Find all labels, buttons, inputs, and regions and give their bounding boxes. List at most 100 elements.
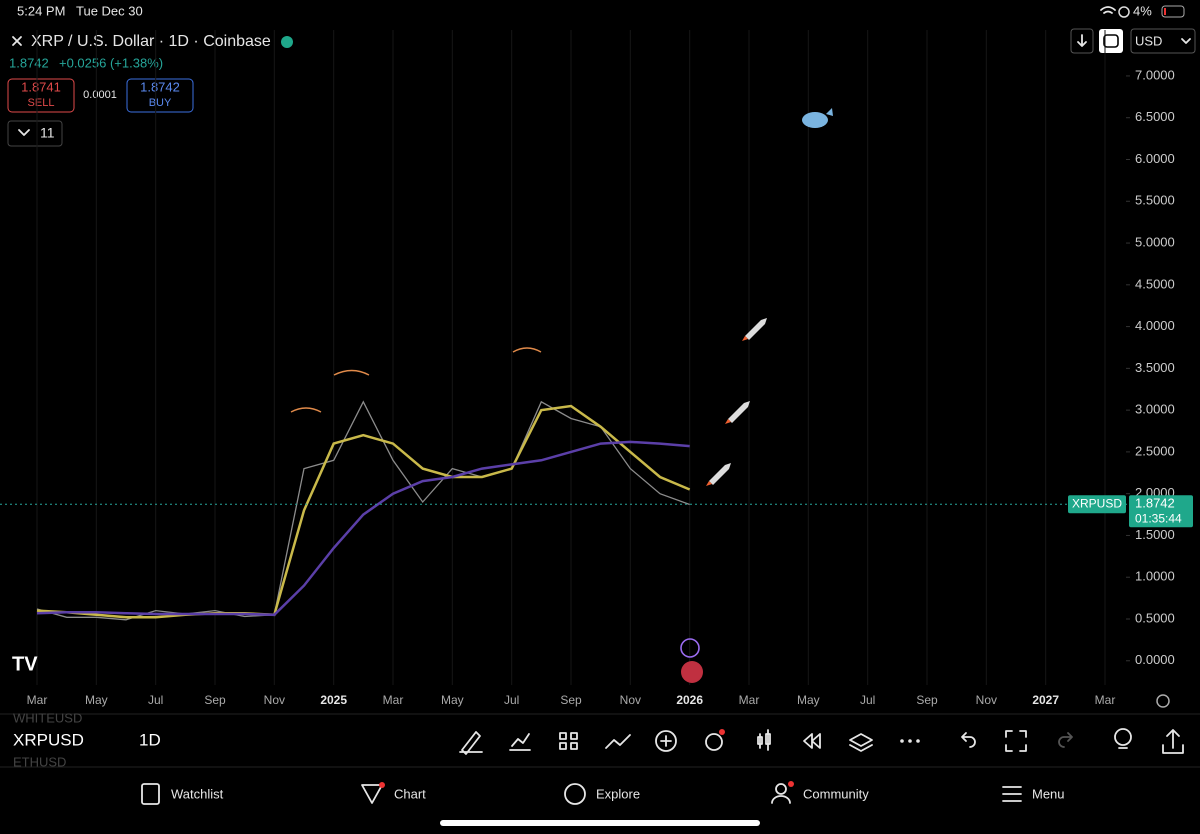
rocket-sticker (742, 318, 767, 341)
economic-event-icon[interactable] (681, 661, 703, 683)
x-tick-label: May (441, 693, 464, 707)
templates-icon[interactable] (559, 732, 578, 750)
x-tick-label: May (85, 693, 108, 707)
community-icon (771, 795, 791, 804)
y-tick-label: 0.5000 (1135, 610, 1175, 625)
battery-level: 4% (1133, 3, 1152, 18)
x-tick-label: Mar (27, 693, 48, 707)
explore-icon[interactable] (564, 783, 586, 805)
x-tick-label: Sep (916, 693, 938, 707)
toolbar-symbol[interactable]: XRPUSD (13, 730, 84, 749)
price-tag-label: XRPUSD (1072, 496, 1122, 510)
status-time: 5:24 PM (17, 3, 65, 18)
buy-label: BUY (149, 97, 172, 109)
fullscreen-icon[interactable] (1005, 730, 1027, 752)
y-tick-label: 1.5000 (1135, 527, 1175, 542)
price-change: +0.0256 (+1.38%) (59, 55, 163, 70)
currency: USD (1135, 33, 1162, 48)
chart-type-icon[interactable] (757, 729, 771, 751)
chart-dot (379, 782, 385, 788)
alert-icon[interactable] (705, 733, 723, 751)
buy-price: 1.8742 (140, 79, 180, 94)
chart-icon[interactable] (361, 784, 383, 804)
event-icon[interactable] (680, 638, 700, 658)
indicators-count: 11 (40, 125, 55, 141)
watchlist-icon[interactable] (141, 783, 160, 805)
x-tick-label: Mar (383, 693, 404, 707)
y-tick-label: 4.0000 (1135, 318, 1175, 333)
y-tick-label: 1.0000 (1135, 569, 1175, 584)
settings-icon[interactable] (1156, 694, 1170, 708)
layers-icon[interactable] (849, 733, 873, 752)
sell-price: 1.8741 (21, 79, 61, 94)
home-indicator (440, 820, 760, 826)
y-tick-label: 7.0000 (1135, 67, 1175, 82)
y-tick-label: 5.5000 (1135, 193, 1175, 208)
x-tick-label: Jul (860, 693, 875, 707)
y-tick-label: 2.5000 (1135, 443, 1175, 458)
x-tick-label: Mar (739, 693, 760, 707)
x-tick-label: Mar (1095, 693, 1116, 707)
y-tick-label: 4.5000 (1135, 276, 1175, 291)
menu-icon[interactable] (1002, 786, 1022, 802)
close-icon[interactable] (12, 36, 22, 46)
nav-item[interactable]: Community (803, 786, 869, 801)
more-icon[interactable] (900, 739, 904, 743)
ideas-icon[interactable] (1114, 728, 1132, 746)
x-tick-label: 2026 (676, 693, 703, 707)
nav-item[interactable]: Explore (596, 786, 640, 801)
buy-button[interactable] (126, 78, 194, 113)
add-icon-plus (660, 735, 672, 747)
nav-item[interactable]: Chart (394, 786, 426, 801)
recent-symbol[interactable]: WHITEUSD (13, 710, 82, 725)
rocket-sticker (725, 401, 750, 424)
toolbar-interval[interactable]: 1D (139, 730, 161, 749)
y-tick-label: 6.0000 (1135, 151, 1175, 166)
price-tag-label-bg (1068, 495, 1126, 514)
y-tick-label: 6.5000 (1135, 109, 1175, 124)
share-icon[interactable] (1162, 729, 1184, 754)
y-tick-label: 5.0000 (1135, 234, 1175, 249)
wifi-icon (1100, 6, 1116, 14)
undo-icon[interactable] (961, 732, 976, 748)
orientation-icon (1118, 6, 1130, 18)
price-tag-value: 1.8742 (1135, 496, 1175, 511)
x-tick-label: Jul (148, 693, 163, 707)
scroll-button[interactable] (1070, 28, 1094, 54)
price-tag-bg (1129, 495, 1193, 528)
tradingview-logo: TV (12, 653, 38, 675)
sell-label: SELL (28, 97, 55, 109)
add-icon[interactable] (655, 730, 677, 752)
price-chart[interactable]: Mar May Jul Sep Nov 2025 Mar May Jul Sep Nov 2026 Ma… (0, 30, 1193, 707)
symbol-title[interactable]: XRP / U.S. Dollar · 1D · Coinbase (31, 33, 271, 50)
more-icon (908, 739, 912, 743)
community-icon[interactable] (775, 783, 787, 795)
indicators-icon[interactable] (509, 733, 531, 751)
recent-symbol[interactable]: ETHUSD (13, 754, 66, 769)
last-price: 1.8742 (9, 55, 49, 70)
sell-button[interactable] (7, 78, 75, 113)
draw-icon[interactable] (459, 731, 483, 755)
redo-icon[interactable] (1058, 732, 1073, 748)
compare-button[interactable] (1099, 29, 1123, 53)
whale-sticker (802, 108, 833, 128)
battery-fill (1164, 8, 1166, 15)
community-dot (788, 781, 794, 787)
x-tick-label: 2027 (1032, 693, 1059, 707)
nav-item[interactable]: Menu (1032, 786, 1065, 801)
x-tick-label: Nov (976, 693, 997, 707)
x-tick-label: Nov (620, 693, 641, 707)
peak-arc (290, 347, 542, 413)
y-tick-label: 0.0000 (1135, 652, 1175, 667)
battery-icon (1161, 5, 1185, 18)
compare-icon (1103, 34, 1119, 48)
price-tag-countdown: 01:35:44 (1135, 511, 1182, 525)
nav-item[interactable]: Watchlist (171, 786, 224, 801)
currency-select[interactable] (1130, 28, 1196, 54)
spread: 0.0001 (83, 89, 117, 101)
chevron-icon (1181, 38, 1191, 44)
replay-icon[interactable] (803, 733, 821, 749)
compare-icon[interactable] (605, 734, 631, 749)
indicators-toggle[interactable] (7, 120, 63, 147)
